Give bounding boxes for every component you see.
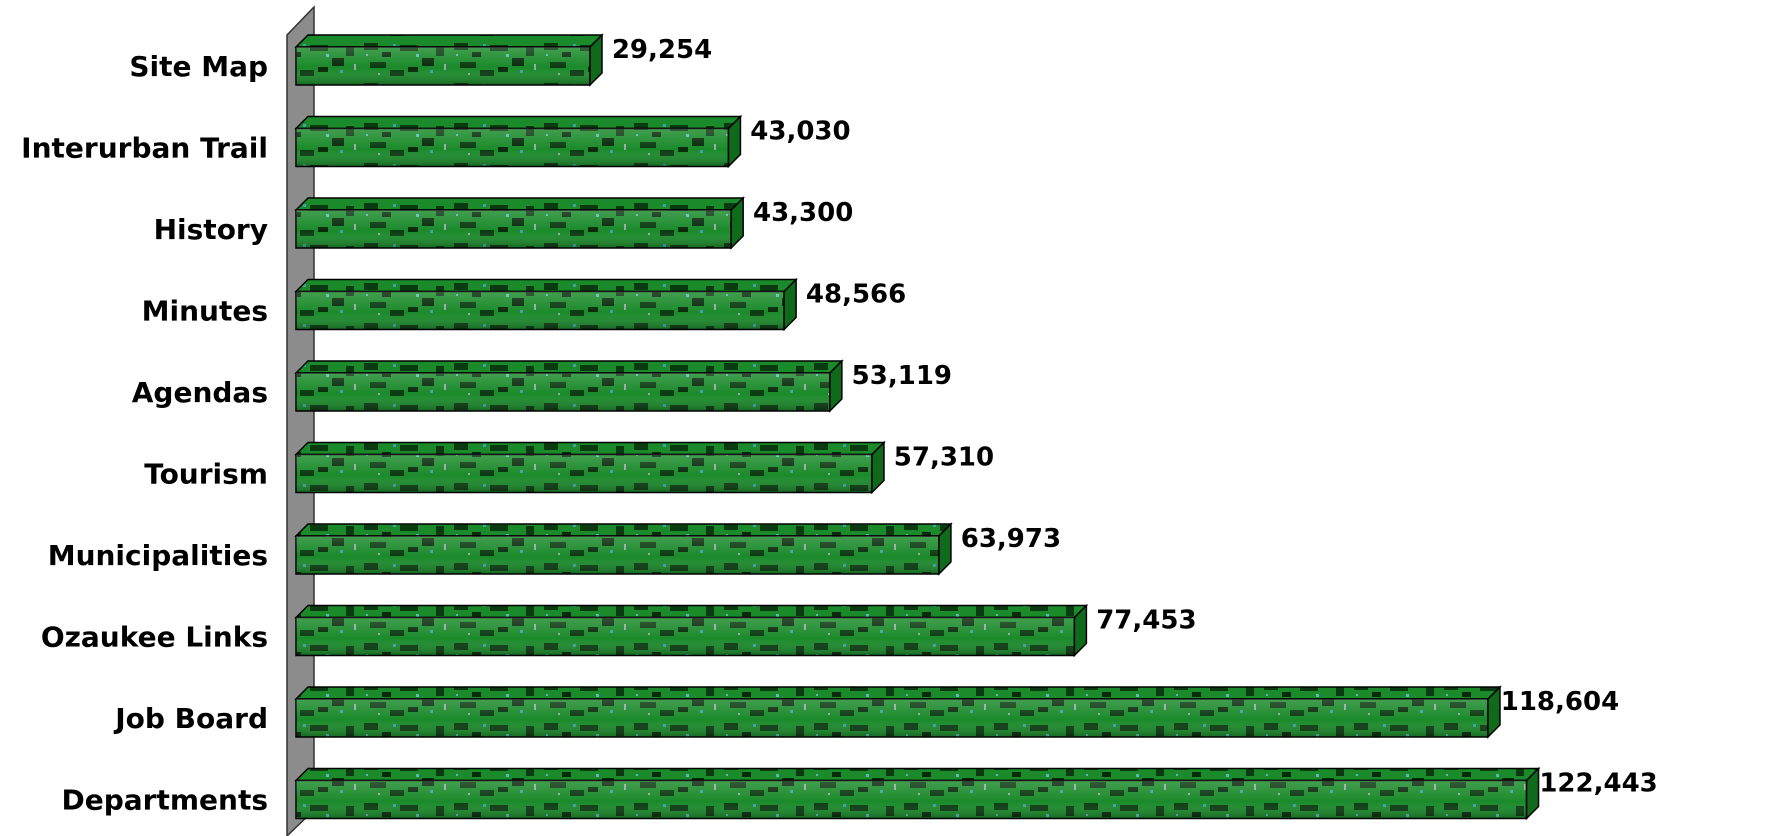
data-label: 43,300 [753,198,853,228]
bar-end-cap [730,196,744,250]
category-label: Tourism [144,458,268,491]
bar-end-cap [938,522,952,576]
bar-top-face [294,604,1089,619]
bar-shading [296,780,1527,819]
data-label: 29,254 [612,35,712,65]
bar-end-cap [871,440,885,495]
bar-top-face [294,441,886,456]
bar-end-cap [589,33,603,87]
category-label: Site Map [129,50,268,83]
bar-shading [296,699,1488,737]
bar-end-cap [727,114,742,169]
bar-end-cap [1073,603,1088,658]
bar-shading [296,617,1075,656]
bars-group: Site Map 29,254 Interurban Trail 43,030 Hist… [21,33,1658,821]
bar-shading [296,47,591,85]
data-label: 122,443 [1539,769,1657,799]
bar-end-cap [1487,685,1501,739]
bar-shading [296,373,830,411]
bar-shading [296,291,785,330]
category-label: History [154,213,268,246]
bar-shading [296,210,732,248]
data-label: 57,310 [894,443,994,473]
bar-shading [296,536,939,574]
bar-top-face [294,767,1541,782]
category-label: Job Board [113,702,268,735]
bar-end-cap [1525,766,1540,821]
category-label: Departments [61,784,268,817]
category-label: Ozaukee Links [41,621,268,654]
data-label: 77,453 [1096,606,1196,636]
bar-top-face [294,34,604,48]
category-label: Minutes [142,295,268,328]
bar-shading [296,128,729,167]
bar-shading [296,454,872,493]
bar-top-face [294,197,745,211]
bar-top-face [294,360,844,374]
category-label: Municipalities [48,539,268,572]
category-label: Interurban Trail [21,132,268,165]
bar-top-face [294,523,953,537]
bar-end-cap [783,277,797,332]
data-label: 118,604 [1501,687,1619,717]
data-label: 48,566 [806,280,906,310]
data-label: 53,119 [852,361,952,391]
category-label: Agendas [132,376,268,409]
bar-top-face [294,115,743,130]
bar-top-face [294,686,1502,700]
data-label: 63,973 [961,524,1061,554]
bar-top-face [294,278,798,293]
bar-end-cap [829,359,843,413]
data-label: 43,030 [750,117,850,147]
